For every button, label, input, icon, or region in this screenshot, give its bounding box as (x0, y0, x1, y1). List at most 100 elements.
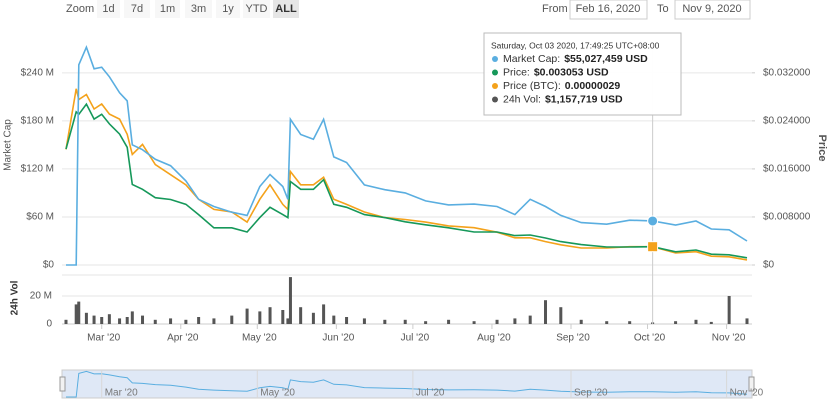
tooltip-value: $55,027,459 USD (564, 53, 648, 65)
volume-bar (286, 318, 290, 324)
range-label[interactable]: 1m (160, 3, 175, 15)
tooltip-label: Price: (503, 66, 530, 78)
volume-bar (141, 315, 145, 324)
navigator-tick-label: Nov '20 (730, 388, 764, 399)
volume-bar (92, 315, 96, 324)
tooltip-value: $1,157,719 USD (545, 93, 623, 105)
volume-bar (362, 318, 366, 324)
y-tick-label: $120 M (21, 164, 54, 175)
volume-bar (107, 314, 111, 324)
y-tick-label: $0 (43, 260, 55, 271)
series-line (65, 102, 748, 259)
volume-bar (130, 311, 134, 324)
volume-bar (605, 321, 609, 324)
hover-marker (647, 215, 659, 227)
range-label[interactable]: ALL (275, 3, 297, 15)
x-tick-label: Oct '20 (634, 333, 666, 344)
y-tick-label: $240 M (21, 67, 54, 78)
tooltip-dot (492, 69, 498, 76)
range-button[interactable] (155, 0, 180, 18)
zoom-label: Zoom (66, 3, 94, 15)
to-label: To (657, 3, 669, 15)
volume-bar (84, 312, 88, 324)
volume-bar (403, 319, 407, 324)
tooltip-value: $0.003053 USD (534, 66, 609, 78)
tooltip-date: Saturday, Oct 03 2020, 17:49:25 UTC+08:0… (491, 40, 660, 50)
range-label[interactable]: 3m (191, 3, 206, 15)
volume-bar (322, 304, 326, 324)
navigator-tick-label: May '20 (260, 388, 295, 399)
tooltip-box (483, 32, 682, 116)
range-button[interactable] (124, 0, 150, 18)
y2-tick-label: $0.032000 (763, 67, 811, 78)
range-label[interactable]: 7d (131, 3, 143, 15)
from-label: From (542, 3, 568, 15)
volume-bar (125, 317, 129, 324)
volume-bar (472, 321, 476, 324)
to-input[interactable] (674, 0, 751, 20)
volume-bar (212, 318, 216, 324)
volume-axis-title: 24h Vol (10, 280, 21, 315)
volume-bar (268, 307, 272, 324)
from-input[interactable] (569, 0, 648, 20)
x-tick-label: Jun '20 (322, 333, 354, 344)
tooltip-dot (492, 56, 498, 62)
range-button[interactable] (273, 0, 299, 18)
volume-bar (383, 319, 387, 324)
x-tick-label: Jul '20 (401, 333, 430, 344)
to-date[interactable]: Nov 9, 2020 (682, 3, 741, 15)
x-tick-label: Mar '20 (87, 333, 120, 344)
volume-bar (153, 319, 157, 324)
volume-bar (169, 318, 173, 324)
tooltip-label: 24h Vol: (503, 93, 541, 105)
range-label[interactable]: YTD (246, 3, 268, 15)
range-label[interactable]: 1y (222, 3, 234, 15)
volume-bar (245, 308, 249, 324)
tooltip-dot (492, 96, 498, 103)
x-tick-label: Nov '20 (712, 333, 746, 344)
volume-bar (495, 319, 499, 324)
volume-bar (258, 311, 262, 324)
volume-bar (544, 300, 548, 324)
volume-bar (332, 315, 336, 324)
volume-bar (528, 315, 532, 324)
volume-bar (513, 318, 517, 324)
y-tick-label: $60 M (26, 212, 54, 223)
y2-tick-label: $0.008000 (763, 212, 811, 223)
from-date[interactable]: Feb 16, 2020 (576, 3, 641, 15)
navigator-tick-label: Mar '20 (105, 388, 138, 399)
hover-marker (647, 241, 659, 253)
y-axis-title: Market Cap (3, 119, 14, 171)
volume-bar (74, 304, 78, 324)
volume-bar (727, 296, 731, 324)
volume-tick-label: 20 M (30, 291, 52, 302)
tooltip-label: Price (BTC): (503, 80, 561, 92)
navigator-window[interactable] (61, 369, 753, 399)
navigator-handle[interactable] (59, 376, 66, 392)
navigator-line (66, 370, 748, 398)
x-tick-label: Sep '20 (556, 333, 590, 344)
volume-bar (745, 318, 749, 324)
navigator-tick-label: Sep '20 (574, 388, 608, 399)
volume-bar (559, 307, 563, 324)
volume-bar (709, 321, 713, 324)
navigator-tick-label: Jul '20 (416, 388, 445, 399)
series-line (65, 88, 748, 261)
volume-bar (579, 319, 583, 324)
volume-bar (674, 321, 678, 324)
volume-bar (100, 317, 104, 324)
range-button[interactable] (243, 0, 270, 18)
range-button[interactable] (185, 0, 212, 18)
range-button[interactable] (97, 0, 120, 18)
volume-bar (628, 321, 632, 324)
range-button[interactable] (216, 0, 240, 18)
y2-axis-title: Price (816, 135, 828, 162)
volume-bar (230, 315, 234, 324)
navigator-handle[interactable] (748, 376, 755, 392)
x-tick-label: May '20 (242, 333, 277, 344)
tooltip-dot (492, 83, 498, 89)
tooltip: Saturday, Oct 03 2020, 17:49:25 UTC+08:0… (483, 32, 682, 116)
range-label[interactable]: 1d (102, 3, 114, 15)
series-line (66, 45, 748, 266)
volume-bar (77, 301, 81, 324)
